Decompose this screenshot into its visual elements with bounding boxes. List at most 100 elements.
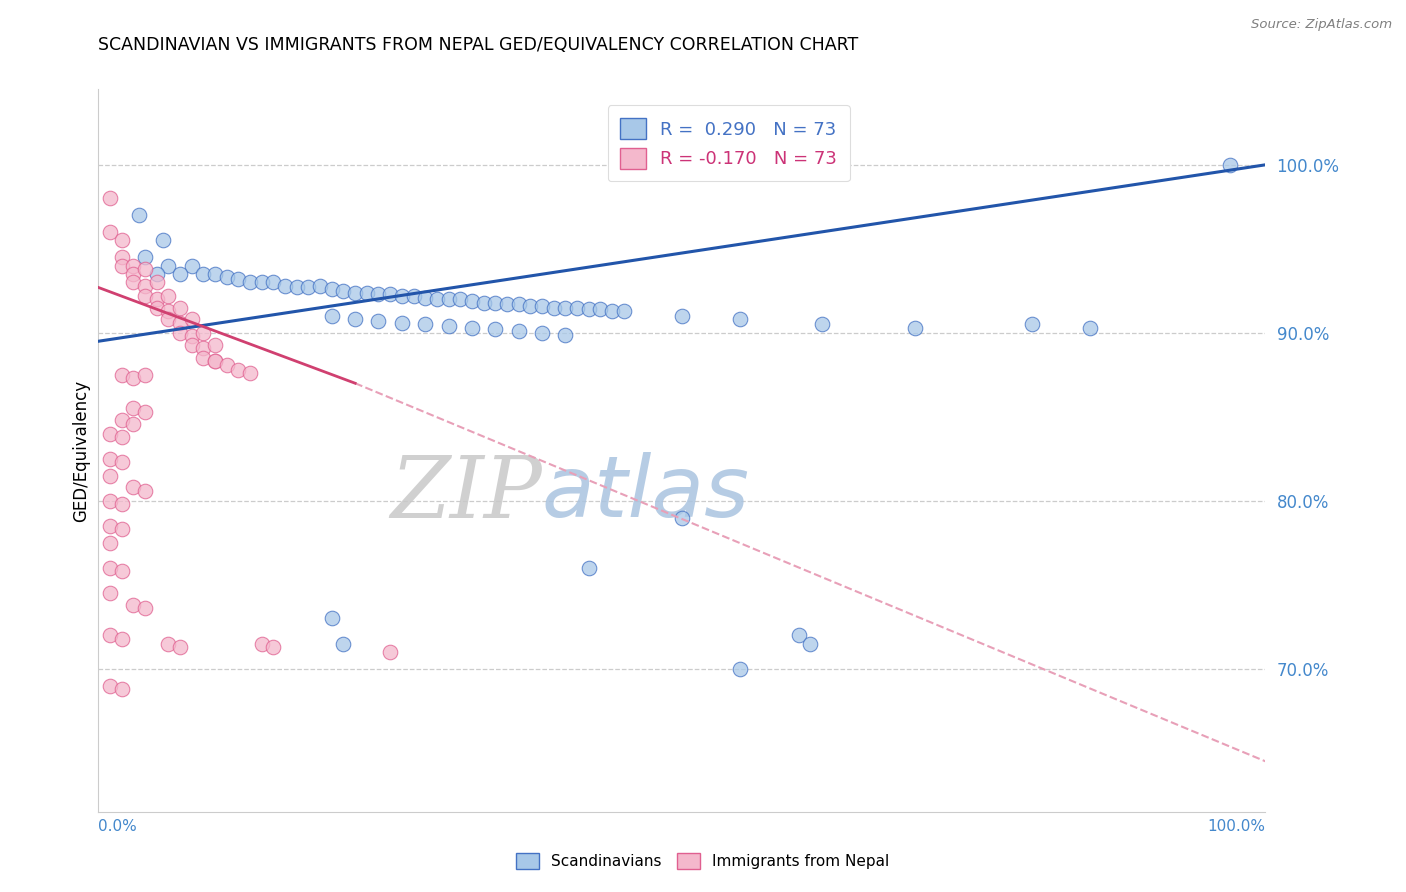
Point <box>461 293 484 308</box>
Point <box>321 282 343 296</box>
Point <box>589 302 612 317</box>
Point <box>239 276 262 290</box>
Point <box>134 405 156 419</box>
Point <box>111 413 134 427</box>
Legend: R =  0.290   N = 73, R = -0.170   N = 73: R = 0.290 N = 73, R = -0.170 N = 73 <box>607 105 849 181</box>
Point <box>484 322 506 336</box>
Point <box>122 259 145 273</box>
Point <box>730 662 752 676</box>
Point <box>146 301 169 315</box>
Point <box>367 314 389 328</box>
Point <box>180 329 202 343</box>
Point <box>98 679 121 693</box>
Point <box>413 291 436 305</box>
Point <box>519 299 541 313</box>
Point <box>98 468 121 483</box>
Point <box>180 259 202 273</box>
Point <box>904 320 927 334</box>
Point <box>671 309 693 323</box>
Point <box>180 312 202 326</box>
Point <box>157 289 180 303</box>
Text: ZIP: ZIP <box>389 452 541 535</box>
Point <box>344 312 367 326</box>
Point <box>193 341 215 355</box>
Point <box>193 351 215 365</box>
Point <box>332 284 354 298</box>
Point <box>437 292 460 306</box>
Legend: Scandinavians, Immigrants from Nepal: Scandinavians, Immigrants from Nepal <box>510 847 896 875</box>
Point <box>180 337 202 351</box>
Point <box>122 598 145 612</box>
Point <box>285 280 308 294</box>
Point <box>98 628 121 642</box>
Point <box>380 287 402 301</box>
Point <box>146 276 169 290</box>
Point <box>98 586 121 600</box>
Point <box>134 483 156 498</box>
Point <box>215 270 238 285</box>
Point <box>169 326 191 340</box>
Point <box>578 302 600 317</box>
Point <box>811 318 834 332</box>
Point <box>496 297 519 311</box>
Point <box>98 426 121 441</box>
Point <box>193 267 215 281</box>
Point <box>262 640 284 654</box>
Point <box>402 289 425 303</box>
Point <box>98 536 121 550</box>
Point <box>250 276 273 290</box>
Point <box>413 318 436 332</box>
Text: 0.0%: 0.0% <box>98 819 138 834</box>
Point <box>380 645 402 659</box>
Point <box>98 561 121 575</box>
Point <box>134 262 156 277</box>
Point <box>356 285 378 300</box>
Point <box>472 295 495 310</box>
Point <box>157 312 180 326</box>
Point <box>122 267 145 281</box>
Point <box>157 259 180 273</box>
Point <box>613 304 636 318</box>
Point <box>530 299 553 313</box>
Point <box>309 278 332 293</box>
Point <box>122 480 145 494</box>
Point <box>122 401 145 416</box>
Point <box>122 276 145 290</box>
Point <box>321 309 343 323</box>
Point <box>98 494 121 508</box>
Point <box>111 234 134 248</box>
Point <box>146 292 169 306</box>
Point <box>228 363 250 377</box>
Point <box>157 637 180 651</box>
Point <box>367 287 389 301</box>
Point <box>508 324 530 338</box>
Point <box>134 368 156 382</box>
Point <box>321 611 343 625</box>
Point <box>169 640 191 654</box>
Point <box>239 366 262 380</box>
Point <box>111 681 134 696</box>
Point <box>98 519 121 533</box>
Point <box>565 301 588 315</box>
Point <box>671 510 693 524</box>
Point <box>274 278 297 293</box>
Point <box>600 304 623 318</box>
Point <box>204 267 226 281</box>
Point <box>799 637 821 651</box>
Point <box>193 326 215 340</box>
Point <box>215 358 238 372</box>
Point <box>122 417 145 431</box>
Point <box>111 259 134 273</box>
Point <box>111 632 134 646</box>
Point <box>1080 320 1102 334</box>
Point <box>134 601 156 615</box>
Point <box>554 327 576 342</box>
Point <box>134 250 156 264</box>
Point <box>98 225 121 239</box>
Point <box>134 289 156 303</box>
Point <box>111 455 134 469</box>
Point <box>111 430 134 444</box>
Point <box>228 272 250 286</box>
Text: SCANDINAVIAN VS IMMIGRANTS FROM NEPAL GED/EQUIVALENCY CORRELATION CHART: SCANDINAVIAN VS IMMIGRANTS FROM NEPAL GE… <box>98 36 859 54</box>
Point <box>297 280 319 294</box>
